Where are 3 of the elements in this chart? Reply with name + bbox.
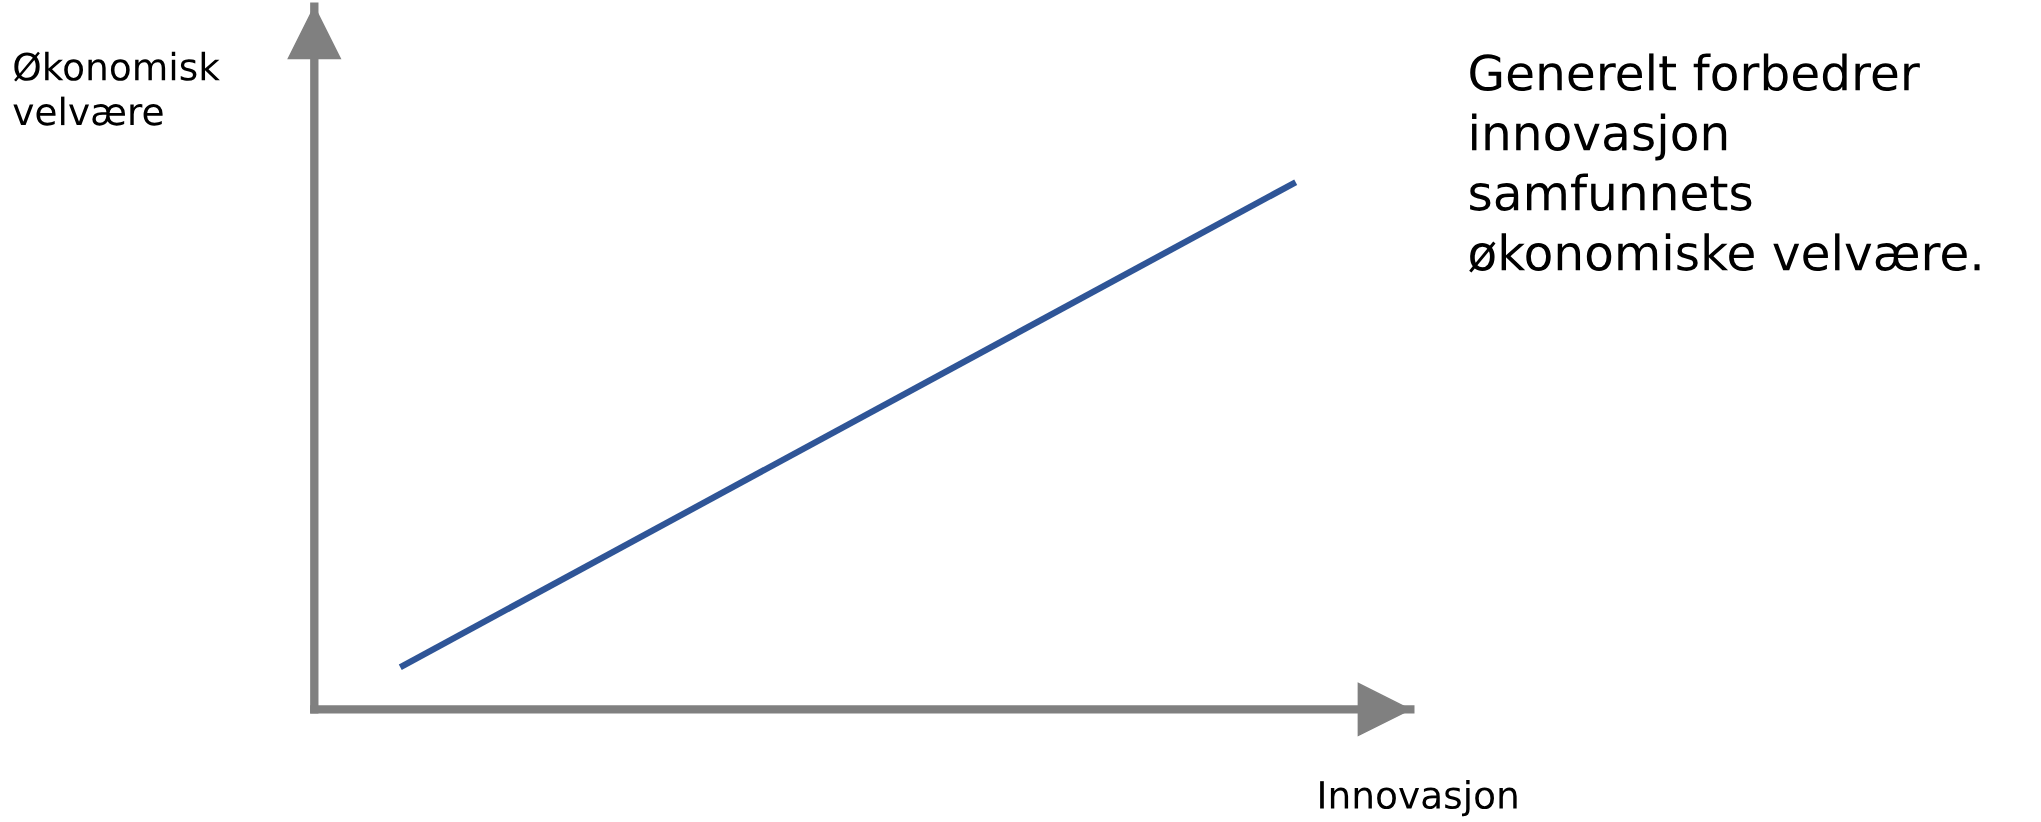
- x-axis-title: Innovasjon: [1320, 780, 1517, 817]
- text: Generelt forbedrer innovasjon samfunnets økonomiske velvære.: [1469, 53, 1980, 273]
- y-axis-title: Økonomisk velvære: [13, 51, 220, 126]
